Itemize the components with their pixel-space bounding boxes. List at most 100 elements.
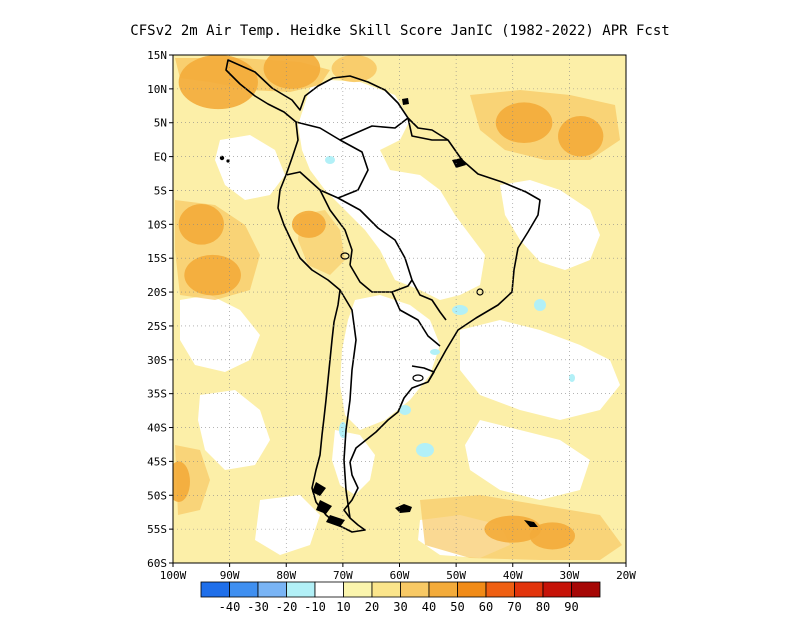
colorbar-label: 10 (336, 600, 350, 614)
map-gridlines (173, 55, 626, 563)
skill-zone-caribbean-n (263, 55, 321, 89)
colorbar-swatch (343, 581, 373, 598)
lon-tick-label: 50W (446, 569, 466, 582)
lat-tick-label: 10N (147, 83, 167, 96)
chart-title: CFSv2 2m Air Temp. Heidke Skill Score Ja… (130, 23, 669, 39)
border-chile-argentina (339, 289, 357, 519)
blue-patch-patagonia (416, 443, 434, 457)
white-region-pacific-south (198, 390, 270, 470)
border-ecuador-peru (285, 171, 353, 266)
white-region-pacific-mid (180, 295, 260, 372)
falkland-islands (395, 504, 412, 513)
white-region-la-plata (340, 295, 440, 430)
lat-tick-label: 15S (147, 252, 167, 265)
skill-zone-pacific-west-17s (184, 254, 241, 296)
colorbar-label: -20 (276, 600, 298, 614)
border-paraguay (391, 291, 441, 347)
lat-tick-label: EQ (154, 151, 167, 164)
blue-patch-argentina (399, 405, 411, 415)
tierra-del-fuego-fragments (312, 482, 345, 527)
marajo-island (452, 158, 466, 168)
lat-tick-label: 35S (147, 388, 167, 401)
colorbar-swatch (400, 581, 430, 598)
white-region-tropical-atlantic (500, 180, 600, 270)
white-region-patagonia (332, 430, 375, 495)
map-field (173, 55, 626, 563)
lon-tick-label: 60W (390, 569, 410, 582)
colorbar-swatch (314, 581, 344, 598)
lon-tick-label: 30W (559, 569, 579, 582)
border-colombia (295, 121, 369, 199)
lon-tick-label: 20W (616, 569, 636, 582)
blue-patch-brazil-east (452, 305, 468, 315)
trinidad-island (402, 98, 409, 105)
lat-tick-label: 40S (147, 422, 167, 435)
blue-patch-atlantic (569, 374, 575, 382)
blue-patch-brazil-coast (534, 299, 546, 311)
colorbar-swatch (571, 581, 601, 598)
colorbar-swatch (371, 581, 401, 598)
colorbar-label: 50 (450, 600, 464, 614)
galapagos-islands (219, 155, 225, 161)
weak-skill-regions (180, 80, 620, 558)
skill-zone-atlantic-ne-far (558, 115, 604, 157)
colorbar-swatch (542, 581, 572, 598)
lat-tick-label: 25S (147, 320, 167, 333)
colorbar-swatch (428, 581, 458, 598)
colorbar-swatch (286, 581, 316, 598)
galapagos-islet (226, 159, 230, 163)
border-uruguay (411, 365, 435, 383)
lat-tick-label: 20S (147, 286, 167, 299)
colorbar-swatch (200, 581, 230, 598)
lat-tick-label: 10S (147, 218, 167, 231)
white-region-east-pacific (215, 135, 285, 200)
coastline-south-america (225, 59, 541, 533)
skill-zone-atlantic-ne (495, 102, 553, 144)
colorbar-label: -30 (247, 600, 269, 614)
lat-tick-label: 50S (147, 489, 167, 502)
colorbar-swatch (457, 581, 487, 598)
border-guianas (407, 117, 448, 141)
lat-tick-label: 15N (147, 49, 167, 62)
colorbar-swatch (514, 581, 544, 598)
lagoa-dos-patos (412, 374, 424, 382)
colorbar-label: 70 (507, 600, 521, 614)
lat-tick-label: 55S (147, 523, 167, 536)
colorbar-label: 40 (422, 600, 436, 614)
skill-zone-pacific-sw-48s (173, 461, 190, 503)
white-region-atlantic (460, 320, 620, 420)
colorbar-label: 90 (564, 600, 578, 614)
colorbar-swatch (485, 581, 515, 598)
lat-tick-label: 30S (147, 354, 167, 367)
colorbar-label: 60 (479, 600, 493, 614)
lat-tick-label: 5N (154, 117, 167, 130)
colorbar-label: -40 (219, 600, 241, 614)
colorbar: -40 -30 -20 -10 10 20 30 40 50 60 70 80 90 (200, 581, 601, 614)
lake-titicaca (340, 252, 350, 260)
lat-tick-label: 45S (147, 455, 167, 468)
blue-patch-amazon (325, 156, 335, 164)
colorbar-swatch (229, 581, 259, 598)
lat-tick-label: 60S (147, 557, 167, 570)
colorbar-label: -10 (304, 600, 326, 614)
lat-tick-label: 5S (154, 184, 167, 197)
colorbar-label: 20 (365, 600, 379, 614)
white-region-south-pacific-far (255, 495, 320, 555)
skill-zone-caribbean-nw (178, 55, 258, 110)
white-region-amazon (298, 80, 485, 300)
colorbar-label: 80 (536, 600, 550, 614)
lon-tick-label: 70W (333, 569, 353, 582)
blue-patch-uruguay (430, 349, 440, 355)
longitude-axis: 100W 90W 80W 70W 60W 50W 40W 30W 20W (160, 563, 636, 582)
border-brazil-peru-bolivia (337, 197, 447, 321)
islands (219, 98, 538, 527)
lon-tick-label: 90W (220, 569, 240, 582)
south-georgia (524, 520, 538, 527)
white-region-se-atlantic (465, 420, 590, 500)
colorbar-label: 30 (393, 600, 407, 614)
lon-tick-label: 40W (503, 569, 523, 582)
skill-zone-peru-andes (291, 210, 326, 238)
lon-tick-label: 80W (276, 569, 296, 582)
colorbar-swatch (257, 581, 287, 598)
